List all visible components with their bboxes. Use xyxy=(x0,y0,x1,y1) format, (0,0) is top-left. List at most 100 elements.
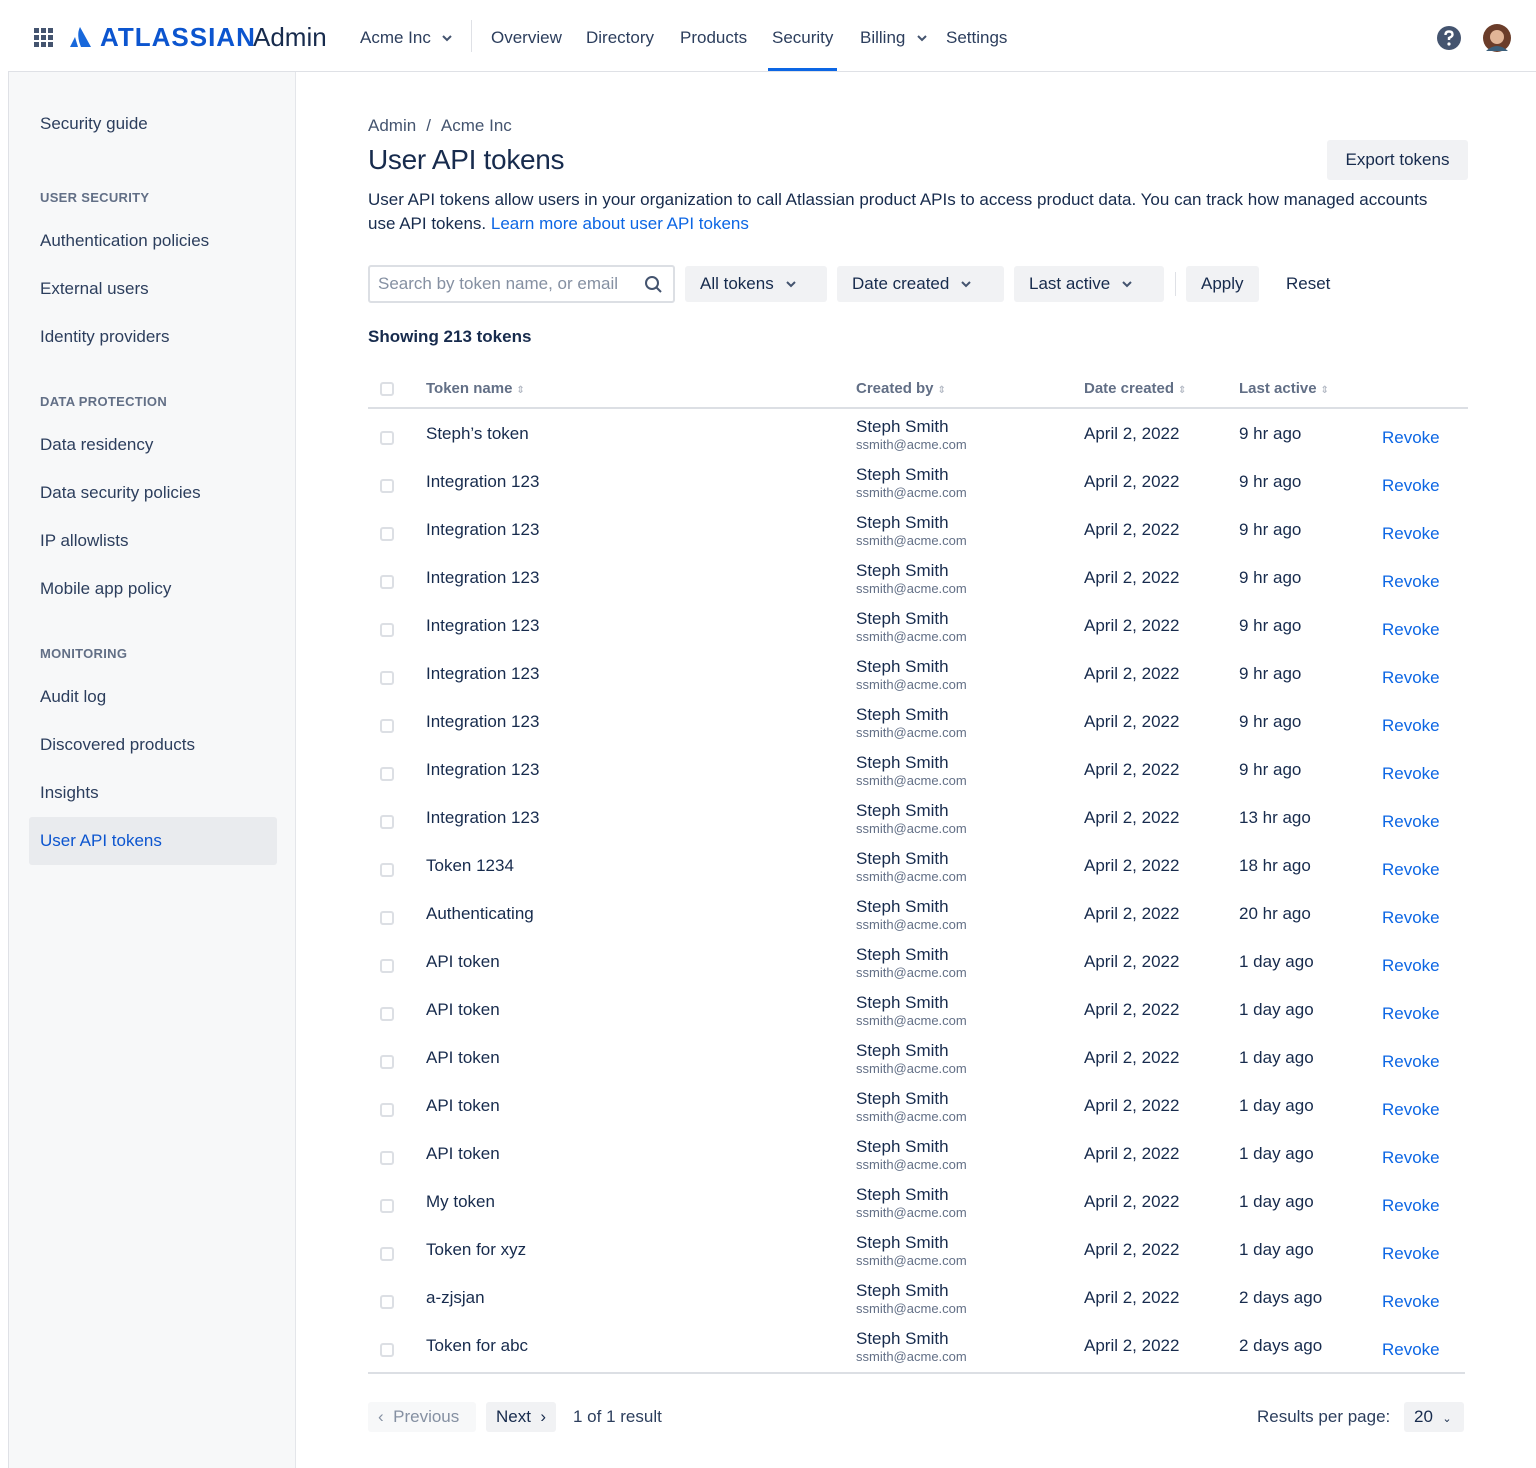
nav-item[interactable]: Billing xyxy=(860,0,929,71)
row-checkbox[interactable] xyxy=(380,1151,394,1165)
token-name: Integration 123 xyxy=(426,472,540,491)
revoke-link[interactable]: Revoke xyxy=(1382,476,1440,495)
created-by: Steph Smith xyxy=(856,513,949,532)
column-label: Date created xyxy=(1084,380,1175,397)
row-checkbox[interactable] xyxy=(380,767,394,781)
avatar[interactable] xyxy=(1482,23,1512,53)
revoke-link[interactable]: Revoke xyxy=(1382,620,1440,639)
date-created: April 2, 2022 xyxy=(1084,424,1180,443)
table-row: Integration 123 Steph Smith ssmith@acme.co… xyxy=(368,794,1468,842)
reset-button[interactable]: Reset xyxy=(1286,274,1331,293)
revoke-link[interactable]: Revoke xyxy=(1382,1052,1440,1071)
column-header[interactable]: Token name ⇕ xyxy=(426,377,525,403)
org-switcher[interactable]: Acme Inc xyxy=(360,0,454,71)
sidebar-link[interactable]: External users xyxy=(40,279,149,298)
next-button[interactable]: Next › xyxy=(486,1402,557,1432)
row-checkbox[interactable] xyxy=(380,575,394,589)
column-label: Token name xyxy=(426,380,513,397)
revoke-link[interactable]: Revoke xyxy=(1382,1148,1440,1167)
last-active: 1 day ago xyxy=(1239,1192,1314,1211)
nav-item[interactable]: Directory xyxy=(586,0,654,71)
revoke-link[interactable]: Revoke xyxy=(1382,572,1440,591)
previous-button[interactable]: ‹ Previous xyxy=(368,1402,476,1432)
row-checkbox[interactable] xyxy=(380,479,394,493)
sidebar-link[interactable]: Data security policies xyxy=(40,483,201,502)
row-checkbox[interactable] xyxy=(380,1199,394,1213)
filter-dropdown[interactable]: Last active xyxy=(1014,266,1164,302)
nav-item[interactable]: Settings xyxy=(946,0,1007,71)
revoke-link[interactable]: Revoke xyxy=(1382,812,1440,831)
revoke-link[interactable]: Revoke xyxy=(1382,1340,1440,1359)
revoke-link[interactable]: Revoke xyxy=(1382,1244,1440,1263)
row-checkbox[interactable] xyxy=(380,959,394,973)
per-page-select[interactable]: 20 ⌄ xyxy=(1404,1402,1464,1432)
revoke-link[interactable]: Revoke xyxy=(1382,908,1440,927)
column-header[interactable]: Last active ⇕ xyxy=(1239,377,1329,403)
revoke-link[interactable]: Revoke xyxy=(1382,524,1440,543)
revoke-link[interactable]: Revoke xyxy=(1382,668,1440,687)
token-name: API token xyxy=(426,1096,500,1115)
learn-more-link[interactable]: Learn more about user API tokens xyxy=(490,214,749,233)
created-by: Steph Smith xyxy=(856,417,949,436)
apply-button[interactable]: Apply xyxy=(1186,266,1259,302)
created-by: Steph Smith xyxy=(856,1185,949,1204)
row-checkbox[interactable] xyxy=(380,911,394,925)
last-active: 20 hr ago xyxy=(1239,904,1311,923)
help-icon[interactable] xyxy=(1436,25,1462,51)
revoke-link[interactable]: Revoke xyxy=(1382,1196,1440,1215)
row-checkbox[interactable] xyxy=(380,1295,394,1309)
sidebar-link[interactable]: IP allowlists xyxy=(40,531,129,550)
breadcrumb-link[interactable]: Acme Inc xyxy=(440,116,512,135)
token-name: Integration 123 xyxy=(426,712,540,731)
row-checkbox[interactable] xyxy=(380,1343,394,1357)
app-switcher[interactable] xyxy=(34,28,54,48)
revoke-link[interactable]: Revoke xyxy=(1382,860,1440,879)
sidebar-link[interactable]: Security guide xyxy=(40,114,148,133)
sidebar-link[interactable]: Insights xyxy=(40,783,99,802)
row-checkbox[interactable] xyxy=(380,1247,394,1261)
sidebar-link[interactable]: Discovered products xyxy=(40,735,195,754)
sidebar-link[interactable]: Identity providers xyxy=(40,327,170,346)
row-checkbox[interactable] xyxy=(380,1103,394,1117)
sidebar-link[interactable]: Mobile app policy xyxy=(40,579,172,598)
filter-dropdown[interactable]: All tokens xyxy=(685,266,827,302)
revoke-link[interactable]: Revoke xyxy=(1382,956,1440,975)
revoke-link[interactable]: Revoke xyxy=(1382,1100,1440,1119)
creator-email: ssmith@acme.com xyxy=(856,725,967,740)
row-checkbox[interactable] xyxy=(380,863,394,877)
row-checkbox[interactable] xyxy=(380,815,394,829)
search-box[interactable]: Search by token name, or email xyxy=(368,265,675,303)
creator-email: ssmith@acme.com xyxy=(856,1013,967,1028)
revoke-link[interactable]: Revoke xyxy=(1382,1004,1440,1023)
row-checkbox[interactable] xyxy=(380,623,394,637)
sidebar-link[interactable]: Data residency xyxy=(40,435,154,454)
sidebar-link[interactable]: Audit log xyxy=(40,687,107,706)
row-checkbox[interactable] xyxy=(380,671,394,685)
revoke-link[interactable]: Revoke xyxy=(1382,716,1440,735)
nav-item[interactable]: Overview xyxy=(491,0,562,71)
date-created: April 2, 2022 xyxy=(1084,952,1180,971)
row-checkbox[interactable] xyxy=(380,431,394,445)
export-button[interactable]: Export tokens xyxy=(1327,140,1468,180)
last-active: 13 hr ago xyxy=(1239,808,1311,827)
row-checkbox[interactable] xyxy=(380,719,394,733)
revoke-link[interactable]: Revoke xyxy=(1382,428,1440,447)
nav-item[interactable]: Security xyxy=(767,0,838,71)
table-row: Integration 123 Steph Smith ssmith@acme.co… xyxy=(368,698,1468,746)
breadcrumb-link[interactable]: Admin xyxy=(368,116,417,135)
table-row: My token Steph Smith ssmith@acme.com April … xyxy=(368,1178,1468,1226)
table-row: Token 1234 Steph Smith ssmith@acme.com Apri… xyxy=(368,842,1468,890)
sidebar-link[interactable]: User API tokens xyxy=(29,817,277,865)
sidebar-link[interactable]: Authentication policies xyxy=(40,231,210,250)
revoke-link[interactable]: Revoke xyxy=(1382,764,1440,783)
row-checkbox[interactable] xyxy=(380,1055,394,1069)
column-header[interactable]: Date created ⇕ xyxy=(1084,377,1186,403)
column-header[interactable]: Created by ⇕ xyxy=(856,377,946,403)
row-checkbox[interactable] xyxy=(380,1007,394,1021)
revoke-link[interactable]: Revoke xyxy=(1382,1292,1440,1311)
nav-item[interactable]: Products xyxy=(680,0,747,71)
filter-dropdown[interactable]: Date created xyxy=(837,266,1004,302)
select-all-checkbox[interactable] xyxy=(380,382,394,396)
row-checkbox[interactable] xyxy=(380,527,394,541)
dropdown-label: All tokens xyxy=(700,274,774,293)
